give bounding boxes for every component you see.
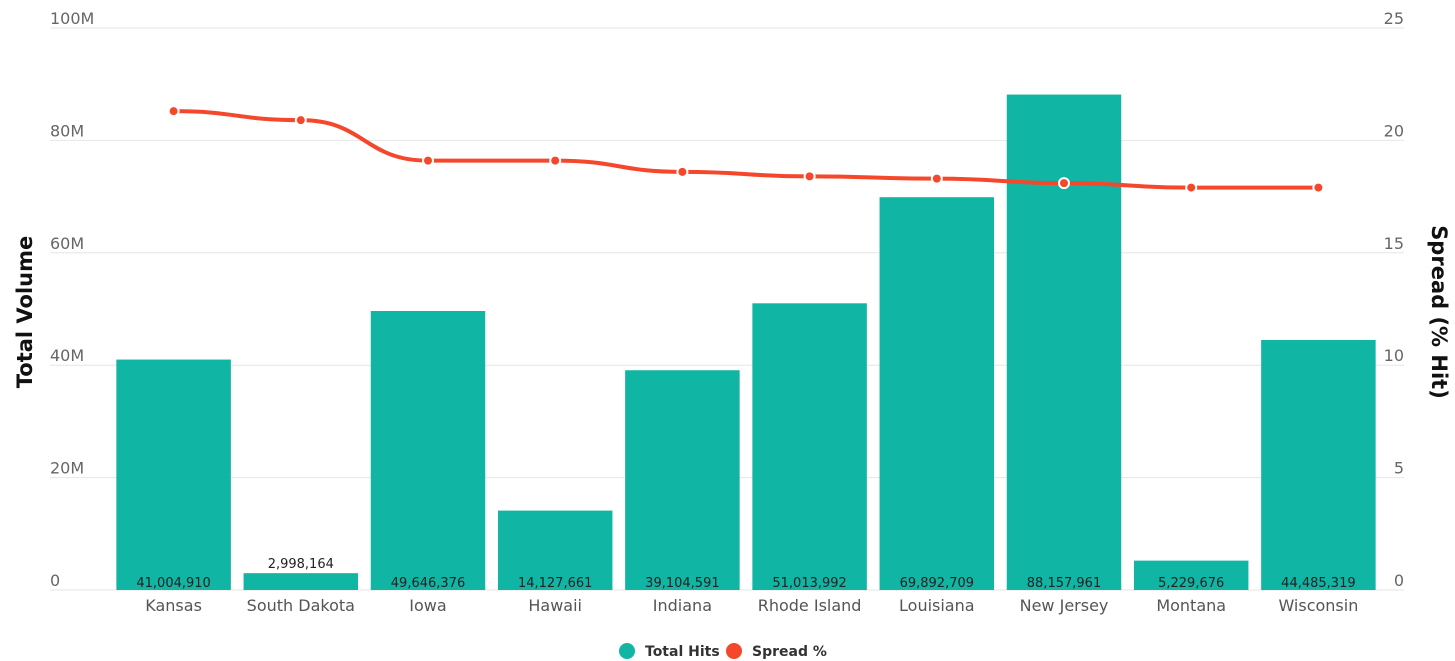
legend-label-spread: Spread % <box>752 644 827 660</box>
category-label: Louisiana <box>899 596 975 615</box>
category-label: Indiana <box>653 596 712 615</box>
right-axis-title: Spread (% Hit) <box>1427 225 1451 399</box>
bar-value-label: 51,013,992 <box>772 576 846 591</box>
bar-value-label: 5,229,676 <box>1158 576 1224 591</box>
bar-value-label: 41,004,910 <box>136 576 210 591</box>
left-tick-label: 20M <box>50 459 84 478</box>
left-axis-ticks: 0 20M 40M 60M 80M 100M <box>50 9 94 590</box>
bar-data-labels: 41,004,910 2,998,164 49,646,376 14,127,661 3… <box>136 557 1355 591</box>
spread-point <box>1312 181 1325 194</box>
spread-point <box>803 170 816 183</box>
legend-marker-total-hits <box>619 643 635 659</box>
right-axis-ticks: 0 5 10 15 20 25 <box>1384 9 1404 590</box>
category-label: Hawaii <box>528 596 582 615</box>
bar <box>497 510 613 590</box>
bar <box>752 303 867 590</box>
bar-value-label: 2,998,164 <box>268 557 334 572</box>
legend-label-total-hits: Total Hits <box>645 644 720 660</box>
spread-point <box>1058 177 1070 190</box>
legend-marker-spread <box>726 643 742 659</box>
spread-point <box>422 154 434 167</box>
bar-value-label: 14,127,661 <box>518 576 592 591</box>
right-tick-label: 20 <box>1384 121 1404 140</box>
spread-point <box>676 165 689 178</box>
category-axis-labels: Kansas South Dakota Iowa Hawaii Indiana Rhode… <box>145 596 1358 615</box>
spread-point <box>549 154 562 167</box>
left-tick-label: 60M <box>50 234 84 253</box>
spread-point <box>930 172 943 185</box>
spread-line <box>171 109 1321 190</box>
right-tick-label: 5 <box>1394 459 1404 478</box>
category-label: Kansas <box>145 596 202 615</box>
bar <box>1006 94 1122 591</box>
line-series-spread <box>167 105 1325 194</box>
bar <box>243 573 359 590</box>
bar <box>1133 560 1249 590</box>
bar-value-label: 88,157,961 <box>1027 576 1101 591</box>
category-label: Wisconsin <box>1278 596 1358 615</box>
left-tick-label: 40M <box>50 346 84 365</box>
right-tick-label: 15 <box>1384 234 1404 253</box>
bar <box>116 359 231 590</box>
spread-point <box>1185 181 1198 194</box>
spread-point <box>294 114 307 127</box>
category-label: Iowa <box>409 596 446 615</box>
bar <box>370 310 486 590</box>
bar-value-label: 44,485,319 <box>1281 576 1355 591</box>
bar <box>879 197 995 590</box>
left-axis-title: Total Volume <box>13 236 37 389</box>
spread-point <box>167 105 180 118</box>
right-tick-label: 10 <box>1384 346 1404 365</box>
bar-series-total-hits <box>116 94 1376 591</box>
category-label: South Dakota <box>247 596 355 615</box>
category-label: New Jersey <box>1020 596 1109 615</box>
left-tick-label: 80M <box>50 121 84 140</box>
bar-value-label: 39,104,591 <box>645 576 719 591</box>
category-label: Rhode Island <box>758 596 862 615</box>
bar <box>1261 339 1376 590</box>
right-tick-label: 25 <box>1384 9 1404 28</box>
left-tick-label: 100M <box>50 9 94 28</box>
bar <box>625 370 740 590</box>
bar-value-label: 69,892,709 <box>900 576 974 591</box>
legend: Total Hits Spread % <box>619 643 827 660</box>
left-tick-label: 0 <box>50 571 60 590</box>
bar-value-label: 49,646,376 <box>391 576 465 591</box>
right-tick-label: 0 <box>1394 571 1404 590</box>
category-label: Montana <box>1156 596 1226 615</box>
